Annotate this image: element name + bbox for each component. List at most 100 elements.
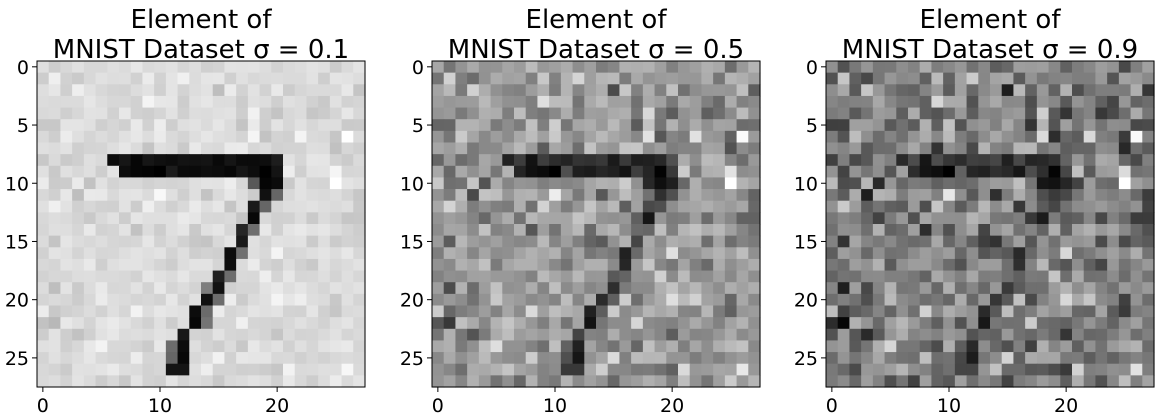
pixel-cell bbox=[271, 61, 284, 74]
pixel-cell bbox=[247, 154, 261, 167]
pixel-cell bbox=[619, 61, 632, 74]
pixel-cell bbox=[1072, 119, 1085, 132]
pixel-cell bbox=[189, 375, 202, 388]
pixel-cell bbox=[130, 177, 144, 190]
pixel-cell bbox=[1025, 305, 1038, 318]
pixel-cell bbox=[72, 84, 85, 97]
pixel-cell bbox=[130, 375, 144, 388]
pixel-cell bbox=[201, 258, 214, 272]
pixel-cell bbox=[318, 282, 331, 295]
pixel-cell bbox=[1013, 212, 1026, 225]
pixel-cell bbox=[537, 375, 550, 388]
pixel-cell bbox=[189, 340, 202, 353]
pixel-cell bbox=[654, 352, 667, 365]
pixel-cell bbox=[1072, 142, 1085, 155]
pixel-cell bbox=[990, 200, 1003, 213]
pixel-cell bbox=[584, 352, 597, 365]
pixel-cell bbox=[490, 72, 503, 85]
subplot-3-title-line1: Element of bbox=[920, 5, 1062, 35]
pixel-cell bbox=[224, 235, 237, 248]
pixel-cell bbox=[596, 235, 609, 248]
pixel-cell bbox=[48, 235, 62, 248]
pixel-cell bbox=[72, 282, 85, 295]
pixel-cell bbox=[95, 282, 108, 295]
pixel-cell bbox=[861, 154, 874, 167]
pixel-cell bbox=[642, 282, 656, 295]
pixel-cell bbox=[329, 317, 343, 330]
pixel-cell bbox=[525, 200, 539, 213]
pixel-cell bbox=[189, 235, 202, 248]
pixel-cell bbox=[919, 235, 933, 248]
pixel-cell bbox=[1013, 72, 1026, 85]
pixel-cell bbox=[1142, 119, 1155, 132]
pixel-cell bbox=[896, 258, 909, 272]
pixel-cell bbox=[341, 375, 354, 388]
pixel-cell bbox=[119, 95, 132, 109]
pixel-cell bbox=[837, 177, 851, 190]
pixel-cell bbox=[560, 130, 574, 144]
pixel-cell bbox=[341, 293, 354, 307]
pixel-cell bbox=[1048, 258, 1061, 272]
pixel-cell bbox=[954, 328, 968, 342]
pixel-cell bbox=[861, 352, 874, 365]
pixel-cell bbox=[455, 270, 468, 283]
pixel-cell bbox=[60, 224, 73, 237]
pixel-cell bbox=[443, 142, 457, 155]
pixel-cell bbox=[1036, 293, 1050, 307]
pixel-cell bbox=[884, 177, 897, 190]
pixel-cell bbox=[954, 107, 968, 120]
pixel-cell bbox=[107, 328, 120, 342]
pixel-cell bbox=[1025, 340, 1038, 353]
pixel-cell bbox=[584, 258, 597, 272]
pixel-cell bbox=[1118, 130, 1132, 144]
pixel-cell bbox=[341, 212, 354, 225]
pixel-cell bbox=[584, 200, 597, 213]
pixel-cell bbox=[826, 363, 839, 376]
pixel-cell bbox=[1095, 84, 1108, 97]
pixel-cell bbox=[537, 200, 550, 213]
pixel-cell bbox=[701, 258, 714, 272]
pixel-cell bbox=[37, 352, 50, 365]
pixel-cell bbox=[837, 305, 851, 318]
pixel-cell bbox=[154, 142, 167, 155]
pixel-cell bbox=[353, 84, 366, 97]
pixel-cell bbox=[701, 270, 714, 283]
pixel-cell bbox=[537, 142, 550, 155]
pixel-cell bbox=[432, 95, 445, 109]
pixel-cell bbox=[294, 95, 308, 109]
pixel-cell bbox=[271, 72, 284, 85]
pixel-cell bbox=[978, 200, 991, 213]
y-tick-label: 0 bbox=[17, 57, 29, 79]
pixel-cell bbox=[642, 165, 656, 179]
pixel-cell bbox=[896, 130, 909, 144]
pixel-cell bbox=[432, 200, 445, 213]
pixel-cell bbox=[329, 107, 343, 120]
pixel-cell bbox=[329, 340, 343, 353]
pixel-cell bbox=[654, 165, 667, 179]
pixel-cell bbox=[666, 340, 679, 353]
pixel-cell bbox=[572, 247, 585, 260]
pixel-cell bbox=[95, 95, 108, 109]
pixel-cell bbox=[642, 317, 656, 330]
pixel-cell bbox=[467, 189, 480, 202]
pixel-cell bbox=[341, 235, 354, 248]
pixel-cell bbox=[467, 119, 480, 132]
pixel-cell bbox=[294, 154, 308, 167]
pixel-cell bbox=[919, 328, 933, 342]
pixel-cell bbox=[713, 177, 726, 190]
pixel-cell bbox=[306, 258, 319, 272]
subplot-3-x-axis: 0 10 20 bbox=[826, 387, 1078, 417]
pixel-cell bbox=[329, 235, 343, 248]
pixel-cell bbox=[1048, 212, 1061, 225]
pixel-cell bbox=[502, 270, 515, 283]
pixel-cell bbox=[861, 317, 874, 330]
pixel-cell bbox=[642, 305, 656, 318]
pixel-cell bbox=[1107, 95, 1120, 109]
pixel-cell bbox=[107, 84, 120, 97]
pixel-cell bbox=[1060, 84, 1073, 97]
pixel-cell bbox=[1095, 107, 1108, 120]
y-tick-label: 10 bbox=[794, 173, 818, 195]
pixel-cell bbox=[908, 189, 921, 202]
pixel-cell bbox=[560, 258, 574, 272]
pixel-cell bbox=[861, 340, 874, 353]
